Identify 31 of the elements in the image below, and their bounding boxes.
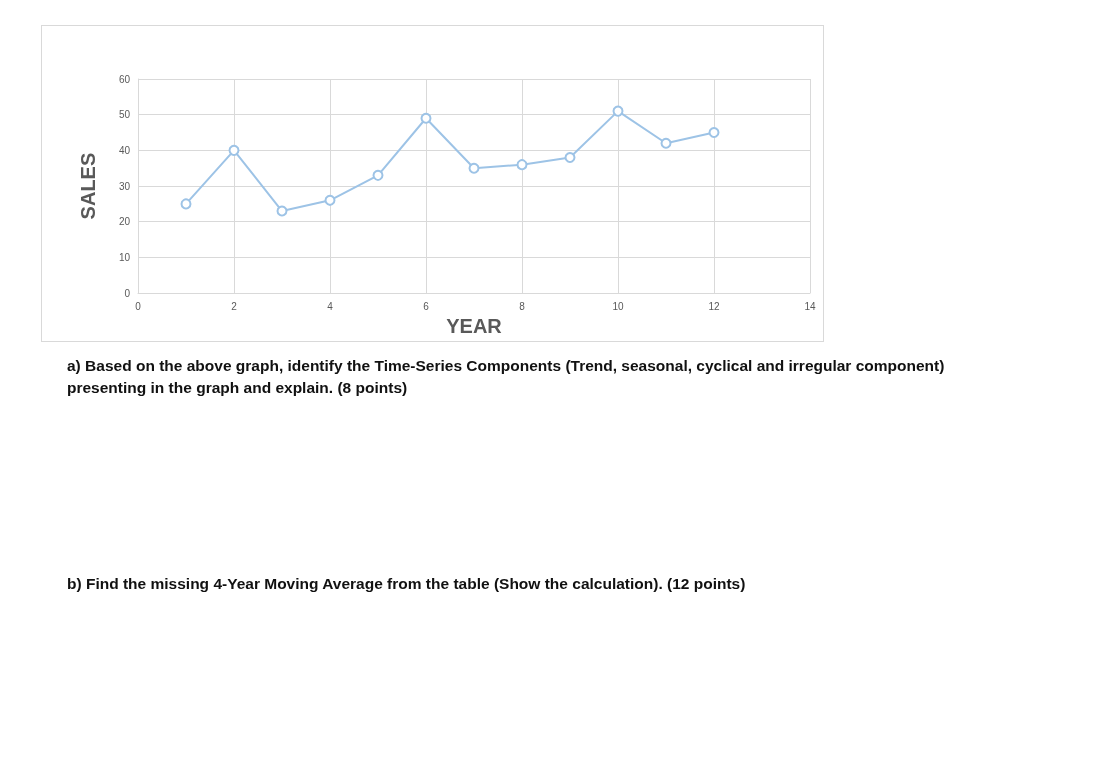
x-tick-label: 6 [423, 300, 430, 312]
x-tick-label: 14 [804, 300, 816, 312]
y-axis-title: SALES [77, 152, 99, 220]
y-tick-label: 60 [118, 73, 131, 85]
point [276, 205, 288, 217]
point [372, 169, 384, 181]
point [612, 105, 624, 117]
x-tick-label: 2 [231, 300, 238, 312]
point [420, 112, 432, 124]
x-tick-label: 8 [519, 300, 526, 312]
point [564, 152, 576, 163]
x-tick-label: 4 [327, 300, 334, 312]
text: b) Find the missing 4-Year Moving Average from the table (Show the calculation). (12 points) [67, 574, 747, 594]
y-tick-label: 0 [124, 287, 131, 299]
y-tick-label: 50 [118, 109, 131, 121]
point [660, 137, 672, 149]
y-tick-label: 10 [118, 251, 131, 263]
x-tick-label: 0 [135, 300, 142, 312]
point [324, 194, 336, 206]
point [468, 162, 480, 174]
x-tick-label: 12 [708, 300, 720, 312]
text: a) Based on the above graph, identify the Time-Series Components (Trend, seasonal, cyclical and irregular component) presenting in the graph and explain. (8 points) [67, 356, 946, 398]
y-tick-label: 20 [118, 216, 131, 228]
y-tick-label: 30 [118, 180, 131, 192]
point [708, 127, 720, 139]
x-axis-title: YEAR [446, 315, 503, 337]
point [180, 198, 192, 210]
point [516, 159, 528, 171]
y-tick-label: 40 [118, 144, 131, 156]
point [228, 144, 240, 156]
x-tick-label: 10 [612, 300, 624, 312]
